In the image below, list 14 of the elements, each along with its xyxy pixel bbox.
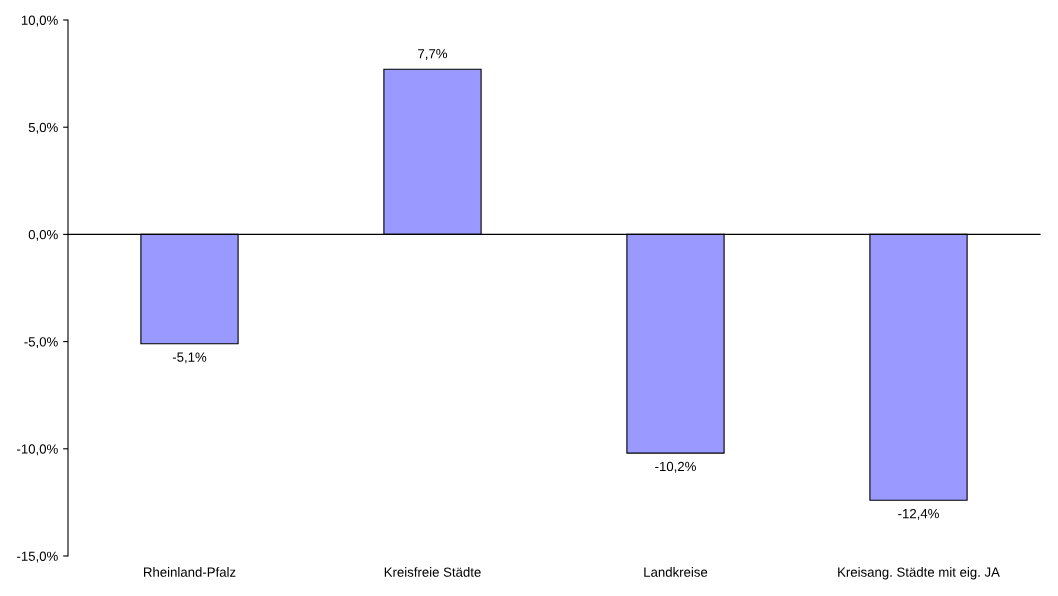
y-tick-label: 0,0%: [28, 229, 58, 241]
data-label: -12,4%: [898, 508, 939, 520]
x-tick-label: Landkreise: [644, 567, 708, 577]
x-tick-label: Kreisang. Städte mit eig. JA: [838, 567, 1000, 580]
y-tick-label: -5,0%: [24, 337, 58, 349]
data-label: -10,2%: [655, 461, 696, 473]
data-label: 7,7%: [418, 49, 448, 60]
data-label: -5,1%: [172, 352, 207, 364]
y-tick-label: 10,0%: [21, 15, 58, 27]
y-tick-label: -15,0%: [17, 551, 58, 563]
x-tick-label: Kreisfreie Städte: [384, 567, 481, 577]
y-tick-label: 5,0%: [28, 122, 58, 134]
y-tick-label: -10,0%: [17, 444, 58, 456]
x-tick-label: Rheinland-Pfalz: [144, 567, 236, 577]
